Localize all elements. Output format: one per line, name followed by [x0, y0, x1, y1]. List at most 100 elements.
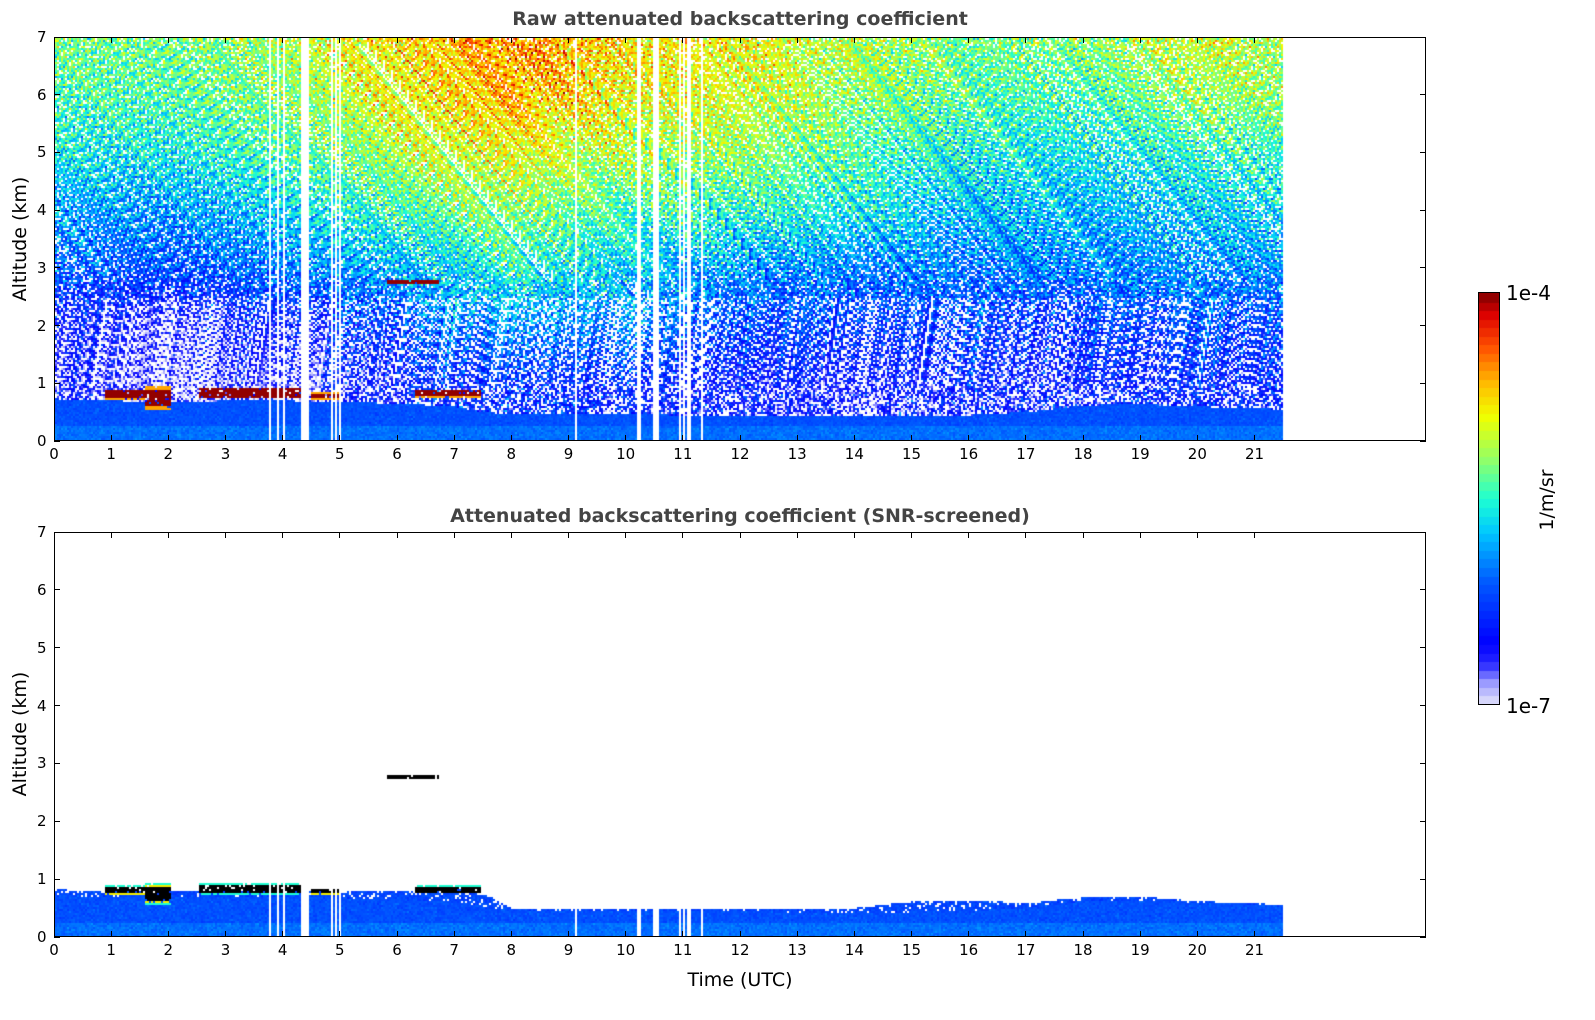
x-tick-label: 7 [449, 445, 459, 463]
y-tick [1420, 94, 1426, 96]
x-tick-label: 20 [1187, 445, 1207, 463]
x-tick [53, 931, 55, 937]
y-tick [1420, 36, 1426, 38]
x-tick [625, 532, 627, 538]
x-tick [225, 37, 226, 43]
y-tick [1420, 936, 1426, 938]
x-tick [739, 37, 741, 43]
x-tick [110, 532, 112, 538]
top-y-axis-label: Altitude (km) [9, 176, 31, 302]
bottom-y-axis-label: Altitude (km) [9, 671, 31, 797]
y-tick [54, 936, 60, 938]
y-tick-label: 0 [37, 432, 47, 450]
x-tick [625, 931, 627, 937]
x-tick [1254, 435, 1255, 441]
y-tick-label: 3 [37, 754, 47, 773]
x-tick [282, 532, 284, 538]
colorbar [1478, 292, 1500, 705]
screened-backscatter-heatmap [55, 533, 1425, 936]
x-tick [739, 532, 741, 538]
x-tick [167, 931, 169, 937]
x-tick [396, 435, 398, 441]
x-tick-label: 2 [163, 445, 174, 463]
x-tick [853, 435, 855, 441]
y-tick [54, 878, 60, 880]
x-tick [911, 931, 912, 937]
y-tick-label: 2 [37, 316, 47, 335]
x-tick [1139, 532, 1141, 538]
x-tick [225, 435, 226, 441]
y-tick [1420, 382, 1426, 384]
x-tick [1139, 37, 1141, 43]
x-tick [739, 931, 741, 937]
x-tick [510, 37, 512, 43]
x-tick-label: 21 [1244, 941, 1265, 959]
x-tick-label: 3 [220, 941, 231, 959]
y-tick [1420, 531, 1426, 533]
x-tick [911, 435, 912, 441]
x-tick-label: 9 [563, 445, 574, 463]
y-tick [1420, 209, 1426, 211]
x-tick-label: 17 [1016, 941, 1036, 959]
x-tick-label: 2 [163, 941, 174, 959]
x-tick-label: 14 [844, 445, 864, 463]
x-tick [1082, 931, 1084, 937]
x-tick [1025, 37, 1027, 43]
x-tick-label: 18 [1073, 941, 1093, 959]
x-tick-label: 10 [616, 445, 636, 463]
y-tick-label: 5 [37, 143, 47, 162]
x-tick-label: 9 [563, 941, 574, 959]
x-tick [682, 931, 684, 937]
x-tick [110, 435, 112, 441]
x-tick-label: 12 [730, 445, 750, 463]
x-tick [968, 37, 970, 43]
x-tick-label: 12 [730, 941, 750, 959]
y-tick [54, 589, 60, 591]
x-tick-label: 13 [787, 445, 807, 463]
x-tick-label: 1 [106, 941, 116, 959]
x-tick-label: 20 [1187, 941, 1207, 959]
x-tick-label: 3 [220, 445, 231, 463]
x-tick-label: 5 [335, 445, 345, 463]
y-tick [54, 440, 60, 442]
x-tick-label: 8 [506, 941, 517, 959]
x-tick-label: 15 [901, 445, 922, 463]
raw-backscatter-heatmap [55, 38, 1425, 440]
x-tick [568, 532, 569, 538]
x-tick-label: 11 [673, 941, 693, 959]
colorbar-unit-label: 1/m/sr [1536, 469, 1558, 531]
y-tick-label: 1 [37, 870, 47, 889]
y-tick [1420, 820, 1426, 822]
x-tick-label: 21 [1244, 445, 1265, 463]
y-tick-label: 2 [37, 812, 47, 831]
x-tick [911, 37, 912, 43]
x-tick [396, 931, 398, 937]
x-tick-label: 5 [335, 941, 345, 959]
y-tick-label: 7 [37, 523, 47, 541]
x-tick [282, 37, 284, 43]
x-tick-label: 11 [673, 445, 693, 463]
x-tick-label: 7 [449, 941, 459, 959]
x-tick [510, 532, 512, 538]
x-tick [1254, 931, 1255, 937]
y-tick-label: 6 [37, 85, 47, 104]
x-tick [853, 931, 855, 937]
x-tick [1196, 435, 1198, 441]
x-tick [282, 931, 284, 937]
x-tick-label: 16 [959, 941, 979, 959]
screened-backscatter-plot [54, 532, 1426, 937]
x-tick [453, 37, 455, 43]
y-tick [1420, 325, 1426, 327]
y-tick [54, 325, 60, 327]
x-tick-label: 19 [1130, 941, 1150, 959]
y-tick-label: 4 [37, 201, 47, 220]
colorbar-min-label: 1e-7 [1506, 694, 1551, 718]
x-tick [339, 931, 341, 937]
x-tick-label: 13 [787, 941, 807, 959]
y-tick-label: 3 [37, 258, 47, 277]
x-tick [739, 435, 741, 441]
y-tick [54, 647, 60, 649]
x-tick [853, 37, 855, 43]
x-tick-label: 15 [901, 941, 922, 959]
x-tick-label: 0 [49, 941, 59, 959]
